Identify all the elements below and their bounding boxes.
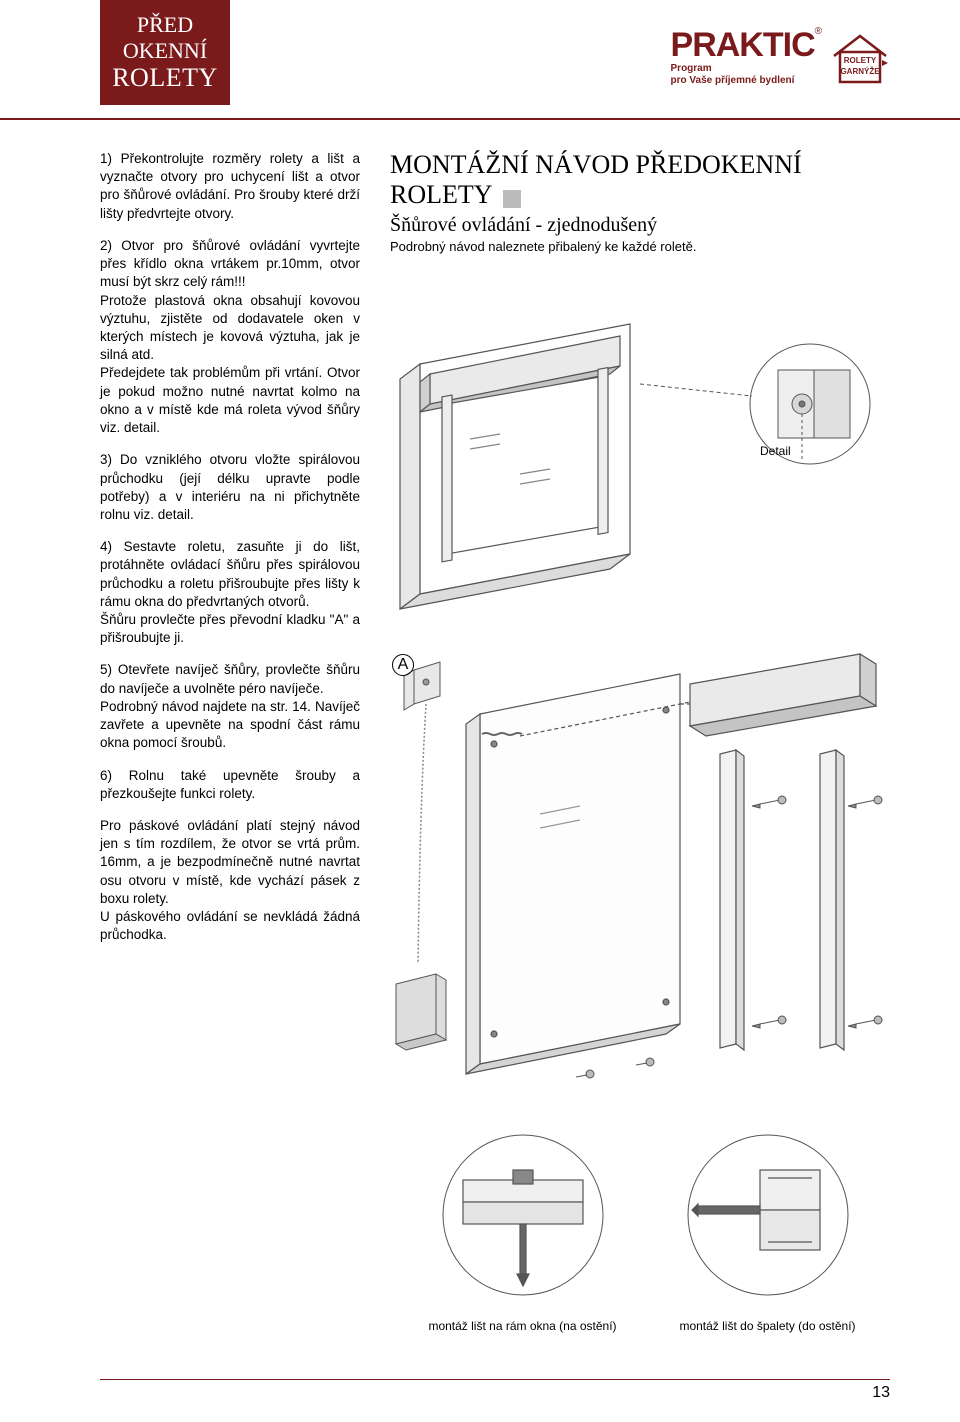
mount-frame-diagram — [423, 1130, 623, 1310]
step-3: 3) Do vzniklého otvoru vložte spirálovou… — [100, 451, 360, 524]
diagram-area: Detail A — [390, 264, 890, 1164]
house-text-2: GARNÝŽE — [840, 67, 880, 76]
mount-reveal-diagram — [668, 1130, 868, 1310]
step-1: 1) Překontrolujte rozměry rolety a lišt … — [100, 150, 360, 223]
tab-line-1: PŘED — [137, 12, 193, 37]
title-block: MONTÁŽNÍ NÁVOD PŘEDOKENNÍ ROLETY Šňůrové… — [390, 150, 890, 254]
tab-line-3: ROLETY — [112, 63, 218, 93]
caption-right: montáž lišt do špalety (do ostění) — [668, 1319, 868, 1333]
detail-label: Detail — [760, 444, 791, 458]
sub-note: Podrobný návod naleznete přibalený ke ka… — [390, 239, 890, 254]
diagram-column: MONTÁŽNÍ NÁVOD PŘEDOKENNÍ ROLETY Šňůrové… — [390, 150, 890, 1164]
assembly-diagram — [390, 264, 890, 1164]
brand-subtitle: Program pro Vaše příjemné bydlení — [671, 63, 795, 87]
step-4: 4) Sestavte roletu, zasuňte ji do lišt, … — [100, 538, 360, 647]
tab-line-2: OKENNÍ — [123, 38, 207, 63]
brand-word: PRAKTIC — [671, 26, 815, 64]
main-content: 1) Překontrolujte rozměry rolety a lišt … — [0, 120, 960, 1164]
bottom-detail-row: montáž lišt na rám okna (na ostění) mont… — [400, 1130, 890, 1333]
step-5: 5) Otevřete navíječ šňůry, provlečte šňů… — [100, 661, 360, 752]
page-number: 13 — [872, 1384, 890, 1401]
page-header: PŘED OKENNÍ ROLETY PRAKTIC® Program pro … — [0, 0, 960, 120]
detail-left: montáž lišt na rám okna (na ostění) — [423, 1130, 623, 1333]
sub-title: Šňůrové ovládání - zjednodušený — [390, 214, 890, 237]
title-square-icon — [503, 190, 521, 208]
page-footer: 13 — [100, 1379, 890, 1402]
step-extra: Pro páskové ovládání platí stejný návod … — [100, 817, 360, 945]
a-label: A — [392, 654, 414, 676]
house-icon: ROLETY GARNÝŽE — [830, 30, 890, 86]
step-6: 6) Rolnu také upevněte šrouby a přezkouš… — [100, 767, 360, 803]
house-text-1: ROLETY — [844, 56, 877, 65]
instructions-column: 1) Překontrolujte rozměry rolety a lišt … — [100, 150, 360, 1164]
step-2: 2) Otvor pro šňůrové ovládání vyvrtejte … — [100, 237, 360, 437]
main-title: MONTÁŽNÍ NÁVOD PŘEDOKENNÍ ROLETY — [390, 150, 802, 209]
caption-left: montáž lišt na rám okna (na ostění) — [423, 1319, 623, 1333]
detail-right: montáž lišt do špalety (do ostění) — [668, 1130, 868, 1333]
header-brand-block: PRAKTIC® Program pro Vaše příjemné bydle… — [671, 30, 890, 87]
registered-icon: ® — [815, 26, 822, 37]
category-tab: PŘED OKENNÍ ROLETY — [100, 0, 230, 105]
brand-logo: PRAKTIC® Program pro Vaše příjemné bydle… — [671, 30, 822, 87]
